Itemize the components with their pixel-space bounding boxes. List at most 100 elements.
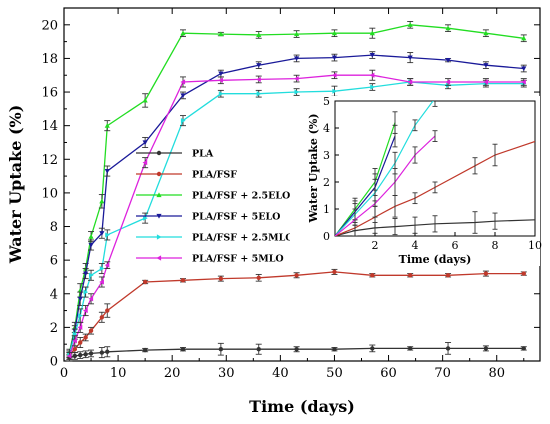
main-y-tick-label: 14 xyxy=(41,119,58,134)
legend-marker xyxy=(156,150,162,156)
data-point xyxy=(142,97,148,103)
data-point xyxy=(88,234,94,239)
legend-label: PLA/FSF xyxy=(192,170,237,181)
inset-error-bar xyxy=(412,146,418,164)
data-point xyxy=(521,66,527,72)
data-point xyxy=(88,272,94,278)
main-x-tick-label: 40 xyxy=(272,366,289,381)
data-point xyxy=(180,278,186,283)
data-point xyxy=(445,346,451,351)
inset-error-bar xyxy=(392,168,398,196)
inset-x-tick-label: 10 xyxy=(528,239,542,252)
data-point xyxy=(369,30,375,36)
data-point xyxy=(293,31,300,37)
data-point xyxy=(77,324,83,330)
data-point xyxy=(256,76,261,83)
data-point xyxy=(88,351,94,356)
data-point xyxy=(105,349,110,354)
data-point xyxy=(218,347,224,352)
data-point xyxy=(521,35,527,41)
series-line xyxy=(68,271,524,357)
data-point xyxy=(72,353,78,359)
data-point xyxy=(88,242,94,248)
data-point xyxy=(483,79,488,85)
data-point xyxy=(99,198,105,204)
inset-error-bar xyxy=(412,119,418,132)
data-point xyxy=(142,279,148,285)
series-pla-fsf-5mlo xyxy=(66,69,527,360)
inset-error-bar xyxy=(372,189,378,218)
data-point xyxy=(104,262,110,268)
data-point xyxy=(142,347,148,353)
data-point xyxy=(445,58,451,63)
data-point xyxy=(256,275,261,280)
main-y-tick-label: 4 xyxy=(50,287,58,302)
data-point xyxy=(180,118,186,124)
data-point xyxy=(483,63,489,68)
main-x-tick-label: 80 xyxy=(488,366,505,381)
legend-marker xyxy=(156,192,162,198)
data-point xyxy=(294,273,299,278)
inset-error-bar xyxy=(432,181,438,194)
data-point xyxy=(294,347,299,352)
data-point xyxy=(218,276,224,281)
data-point xyxy=(218,91,224,97)
data-point xyxy=(331,55,338,61)
data-point xyxy=(293,56,300,62)
legend-label: PLA/FSF + 5MLO xyxy=(192,254,284,265)
data-point xyxy=(521,346,526,351)
inset-y-tick-label: 4 xyxy=(323,122,330,135)
data-point xyxy=(407,346,413,351)
data-point xyxy=(83,289,89,295)
data-point xyxy=(66,353,72,359)
data-point xyxy=(445,273,451,278)
main-y-tick-label: 12 xyxy=(41,153,58,168)
main-y-tick-label: 20 xyxy=(41,18,58,33)
inset-x-axis-title: Time (days) xyxy=(399,253,472,266)
inset-error-bar xyxy=(412,192,418,205)
data-point xyxy=(180,93,186,99)
series-pla-fsf xyxy=(66,268,527,360)
main-y-axis-title: Water Uptake (%) xyxy=(6,105,25,265)
legend-marker xyxy=(156,234,162,240)
data-point xyxy=(294,89,300,95)
data-point xyxy=(99,315,105,320)
data-point xyxy=(78,340,83,345)
inset-series-pla-fsf-5mlo xyxy=(335,130,438,236)
main-x-axis-title: Time (days) xyxy=(249,397,355,416)
data-point xyxy=(99,279,104,285)
inset-error-bar xyxy=(472,157,478,175)
data-point xyxy=(332,269,337,275)
inset-error-bar xyxy=(432,101,438,107)
inset-y-tick-label: 0 xyxy=(323,230,330,243)
data-point xyxy=(483,271,489,276)
legend-marker xyxy=(156,213,162,219)
data-point xyxy=(143,215,148,221)
series-line xyxy=(68,74,524,357)
main-y-tick-label: 10 xyxy=(41,186,58,201)
inset-series-group xyxy=(335,101,535,236)
main-x-tick-label: 20 xyxy=(164,366,181,381)
inset-series-line xyxy=(335,135,436,236)
inset-error-bar xyxy=(352,208,358,232)
legend-label: PLA xyxy=(192,149,214,160)
data-point xyxy=(180,347,186,352)
data-point xyxy=(256,63,262,68)
data-point xyxy=(256,32,262,37)
data-point xyxy=(407,55,413,61)
data-point xyxy=(256,91,262,97)
inset-error-bar xyxy=(412,216,418,234)
data-point xyxy=(78,313,83,319)
main-y-tick-label: 2 xyxy=(50,321,58,336)
series-pla xyxy=(66,342,527,362)
data-point xyxy=(88,296,94,302)
data-point xyxy=(77,296,83,302)
data-point xyxy=(83,335,88,340)
data-point xyxy=(72,347,78,352)
legend-label: PLA/FSF + 2.5ELO xyxy=(192,191,290,202)
data-point xyxy=(142,160,148,166)
data-point xyxy=(218,31,224,37)
data-point xyxy=(218,77,223,83)
inset-error-bar xyxy=(432,215,438,233)
